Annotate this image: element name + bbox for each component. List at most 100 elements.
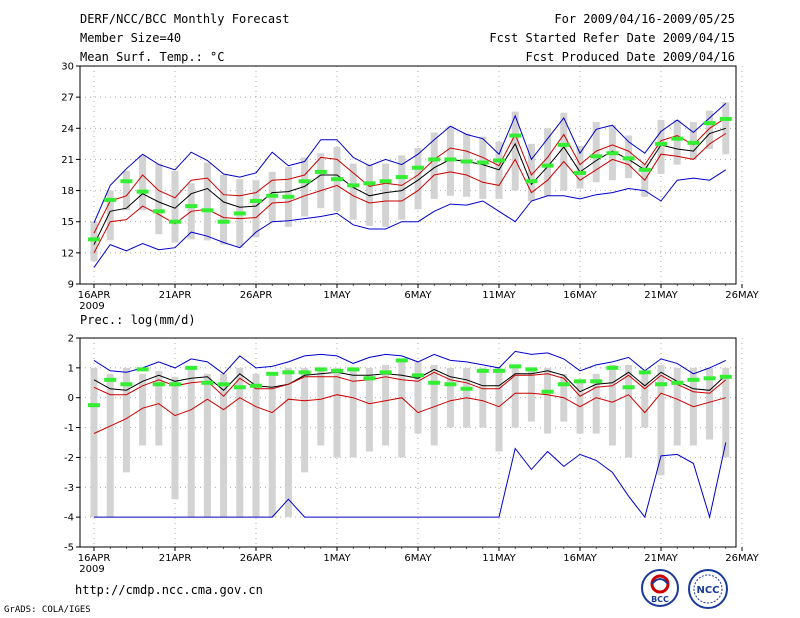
ensemble-box xyxy=(398,361,406,458)
y-tick-label: 12 xyxy=(61,248,74,259)
observation-mark xyxy=(250,383,262,388)
ensemble-box xyxy=(673,367,681,446)
observation-mark xyxy=(460,159,473,164)
observation-mark xyxy=(476,368,489,373)
ensemble-box xyxy=(317,367,325,446)
ensemble-box xyxy=(673,119,681,165)
min-line xyxy=(93,103,727,223)
y-tick-label: 21 xyxy=(61,155,74,166)
forecast-period: For 2009/04/16-2009/05/25 xyxy=(554,12,735,26)
precipitation-panel-title: Prec.: log(mm/d) xyxy=(80,313,196,327)
ensemble-box xyxy=(139,373,147,446)
ensemble-box xyxy=(544,128,552,196)
ensemble-box xyxy=(495,141,503,199)
y-tick-label: -1 xyxy=(64,423,74,434)
observation-mark xyxy=(217,219,230,224)
y-tick-label: 24 xyxy=(61,124,74,135)
x-tick-label: 1MAY xyxy=(323,553,351,564)
y-tick-label: 9 xyxy=(68,280,74,291)
max-line xyxy=(93,169,727,268)
ensemble-box xyxy=(171,376,179,500)
observation-mark xyxy=(655,141,667,146)
x-tick-label: 16MAY xyxy=(563,290,597,301)
ensemble-box xyxy=(365,367,373,452)
observation-mark xyxy=(671,380,684,385)
observation-mark xyxy=(104,377,117,382)
ensemble-box xyxy=(479,136,487,199)
plot-frame xyxy=(79,65,737,285)
ensemble-box xyxy=(106,373,114,518)
ensemble-box xyxy=(252,373,260,518)
ensemble-box xyxy=(527,367,535,422)
observation-mark xyxy=(282,194,295,199)
observation-mark xyxy=(557,142,570,147)
observation-mark xyxy=(136,367,149,372)
observation-mark xyxy=(703,376,716,381)
observation-mark xyxy=(266,193,279,198)
ensemble-box xyxy=(333,367,341,458)
observation-mark xyxy=(412,165,424,170)
observation-mark xyxy=(687,377,700,382)
ensemble-box xyxy=(657,119,665,174)
ensemble-box xyxy=(544,367,552,434)
ensemble-box xyxy=(155,370,163,446)
observation-mark xyxy=(331,177,343,182)
observation-mark xyxy=(201,380,214,385)
ensemble-box xyxy=(187,367,195,518)
ensemble-box xyxy=(203,162,211,241)
x-tick-label: 21APR xyxy=(159,553,192,564)
observation-mark xyxy=(557,382,570,387)
ensemble-box xyxy=(122,170,130,211)
ensemble-box xyxy=(592,373,600,434)
ensemble-box xyxy=(382,163,390,227)
x-tick-label: 26APR xyxy=(240,553,273,564)
observation-mark xyxy=(152,382,165,387)
mean-line xyxy=(93,127,726,245)
ensemble-box xyxy=(349,163,357,220)
ensemble-box xyxy=(608,364,616,446)
ensemble-box xyxy=(236,367,244,518)
observation-mark xyxy=(428,157,441,162)
observation-mark xyxy=(104,197,117,202)
observation-mark xyxy=(687,140,700,145)
spread_low-line xyxy=(93,133,727,254)
ncc-logo: NCC xyxy=(686,568,730,610)
observation-mark xyxy=(493,368,505,373)
observation-mark xyxy=(169,219,181,224)
ensemble-box xyxy=(414,148,422,210)
observation-mark xyxy=(703,121,716,126)
observation-mark xyxy=(541,389,554,394)
x-tick-label: 21APR xyxy=(159,290,192,301)
observation-mark xyxy=(379,179,392,184)
ensemble-box xyxy=(592,122,600,183)
observation-mark xyxy=(185,365,198,370)
source-url[interactable]: http://cmdp.ncc.cma.gov.cn xyxy=(75,583,263,597)
x-tick-label: 11MAY xyxy=(482,553,516,564)
ensemble-box xyxy=(430,132,438,199)
observation-mark xyxy=(719,374,732,379)
observation-mark xyxy=(120,382,133,387)
plot-frame xyxy=(79,337,737,548)
ensemble-box xyxy=(706,110,714,150)
ensemble-box xyxy=(139,155,147,211)
bcc-logo-text: BCC xyxy=(651,595,669,604)
ensemble-box xyxy=(398,155,406,220)
ensemble-box xyxy=(220,373,228,518)
observation-mark xyxy=(590,154,603,159)
observation-mark xyxy=(298,179,311,184)
ensemble-box xyxy=(90,367,98,518)
ensemble-box xyxy=(527,143,535,201)
y-tick-label: -3 xyxy=(64,483,74,494)
ensemble-box xyxy=(722,367,730,458)
x-tick-label: 26APR xyxy=(240,290,273,301)
observation-mark xyxy=(379,370,392,375)
temperature-panel-title: Mean Surf. Temp.: °C xyxy=(80,50,225,64)
observation-mark xyxy=(509,364,522,369)
observation-mark xyxy=(136,189,149,194)
x-tick-label: 16MAY xyxy=(563,553,597,564)
observation-mark xyxy=(671,136,684,141)
observation-mark xyxy=(509,133,522,138)
ensemble-box xyxy=(90,221,98,262)
